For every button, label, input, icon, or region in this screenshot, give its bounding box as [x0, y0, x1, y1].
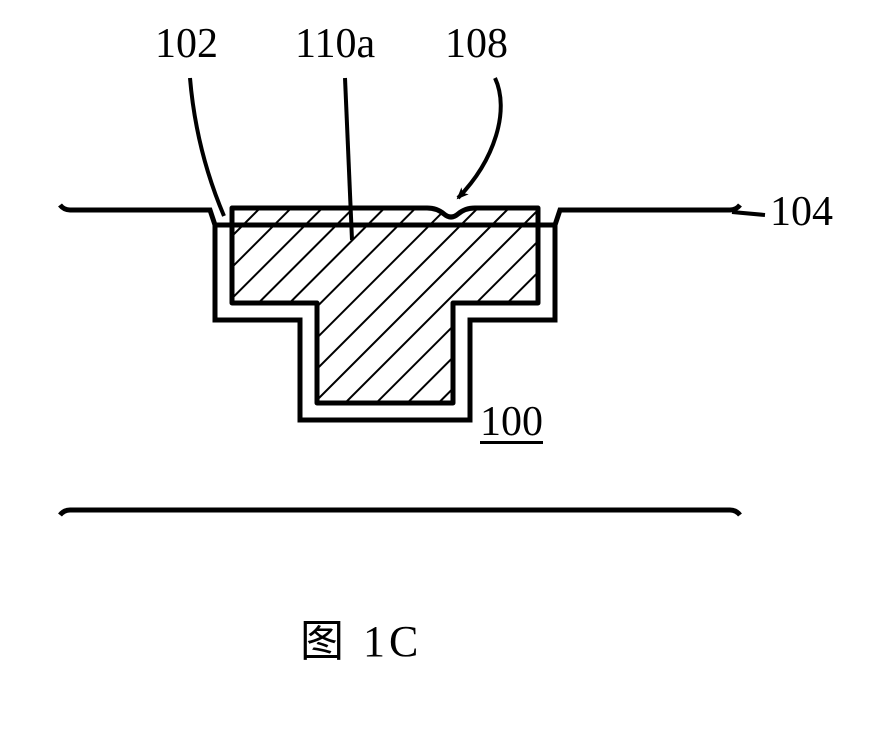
callout-108: 108	[445, 20, 508, 68]
figure-1c: 102 110a 108 104 100 图 1C	[0, 0, 893, 743]
callout-100: 100	[480, 398, 543, 446]
callout-110a: 110a	[295, 20, 375, 68]
diagram-svg	[0, 0, 893, 743]
callout-104: 104	[770, 188, 833, 236]
callout-102: 102	[155, 20, 218, 68]
figure-caption: 图 1C	[300, 605, 422, 669]
fill-110a	[232, 208, 538, 403]
